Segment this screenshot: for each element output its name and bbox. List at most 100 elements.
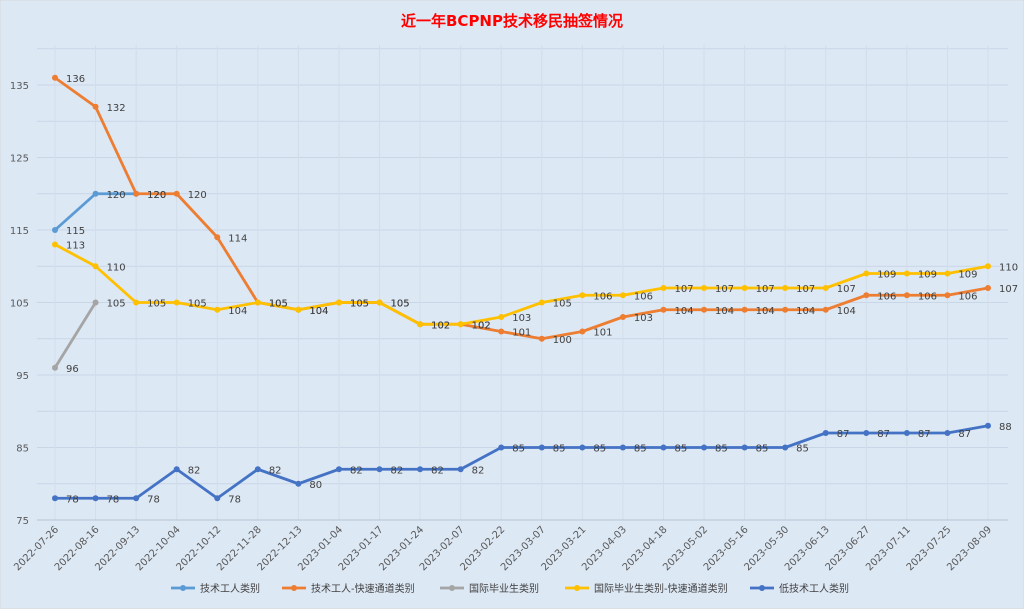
- data-point: [741, 306, 748, 313]
- data-label: 109: [958, 270, 977, 281]
- data-point: [863, 292, 870, 299]
- data-label: 120: [107, 190, 126, 201]
- data-label: 102: [472, 320, 491, 331]
- data-label: 107: [715, 284, 734, 295]
- data-label: 101: [512, 328, 531, 339]
- data-label: 85: [715, 444, 728, 455]
- data-label: 103: [512, 313, 531, 324]
- data-label: 105: [269, 299, 288, 310]
- data-label: 106: [958, 291, 977, 302]
- data-label: 87: [877, 429, 890, 440]
- data-label: 120: [147, 190, 166, 201]
- data-point: [92, 263, 99, 270]
- series-line: [53, 243, 990, 326]
- data-label: 102: [431, 320, 450, 331]
- data-point: [335, 299, 342, 306]
- series-line: [53, 301, 97, 370]
- data-point: [173, 466, 180, 473]
- data-label: 104: [309, 306, 328, 317]
- legend-marker: [759, 585, 765, 591]
- data-label: 110: [107, 262, 126, 273]
- data-label: 107: [756, 284, 775, 295]
- data-label: 107: [796, 284, 815, 295]
- data-point: [538, 335, 545, 342]
- data-label: 82: [431, 465, 444, 476]
- data-point: [944, 430, 951, 436]
- data-label: 101: [593, 328, 612, 339]
- data-point: [822, 306, 829, 313]
- data-label: 104: [756, 306, 775, 317]
- data-label: 113: [66, 241, 85, 252]
- data-point: [173, 299, 180, 306]
- data-point: [376, 466, 383, 473]
- data-point: [822, 430, 829, 436]
- data-label: 87: [958, 429, 971, 440]
- data-label: 110: [999, 262, 1018, 273]
- legend-label: 技术工人类别: [200, 582, 260, 595]
- data-point: [863, 270, 870, 277]
- data-point: [52, 227, 58, 233]
- data-label: 104: [715, 306, 734, 317]
- data-point: [92, 299, 99, 306]
- data-label: 105: [553, 299, 572, 310]
- y-tick-label: 85: [16, 444, 29, 455]
- data-label: 82: [188, 465, 201, 476]
- data-point: [701, 285, 708, 291]
- data-point: [498, 444, 505, 451]
- data-point: [579, 444, 586, 451]
- data-point: [133, 299, 140, 306]
- data-point: [417, 466, 424, 473]
- data-point: [985, 263, 991, 270]
- data-label: 82: [269, 465, 282, 476]
- data-point: [214, 495, 221, 502]
- data-point: [822, 285, 829, 291]
- data-label: 105: [107, 299, 126, 310]
- data-point: [92, 190, 99, 197]
- data-label: 109: [918, 270, 937, 281]
- y-tick-label: 105: [10, 299, 29, 310]
- y-tick-label: 95: [16, 371, 29, 382]
- data-point: [944, 292, 951, 299]
- data-point: [52, 241, 58, 248]
- data-label: 120: [188, 190, 207, 201]
- data-label: 100: [553, 335, 572, 346]
- data-point: [579, 328, 586, 335]
- data-label: 102: [431, 320, 450, 331]
- data-point: [782, 306, 789, 313]
- data-label: 120: [147, 190, 166, 201]
- data-point: [52, 364, 58, 371]
- data-point: [214, 234, 221, 241]
- data-point: [254, 466, 261, 473]
- data-point: [619, 314, 626, 320]
- data-label: 105: [391, 299, 410, 310]
- data-point: [457, 466, 464, 473]
- data-label: 106: [918, 291, 937, 302]
- data-label: 85: [512, 444, 525, 455]
- data-point: [92, 103, 99, 110]
- data-label: 105: [147, 299, 166, 310]
- data-label: 78: [66, 494, 79, 505]
- data-label: 107: [999, 284, 1018, 295]
- legend-label: 低技术工人类别: [779, 582, 849, 595]
- data-label: 87: [918, 429, 931, 440]
- legend-marker: [574, 585, 580, 591]
- data-point: [417, 321, 424, 328]
- data-label: 105: [350, 299, 369, 310]
- data-label: 78: [228, 494, 241, 505]
- data-label: 82: [472, 465, 485, 476]
- data-label: 87: [837, 429, 850, 440]
- data-label: 102: [472, 320, 491, 331]
- chart-title: 近一年BCPNP技术移民抽签情况: [401, 12, 623, 30]
- data-label: 96: [66, 364, 79, 375]
- data-point: [741, 444, 748, 451]
- data-label: 85: [796, 444, 809, 455]
- data-point: [173, 190, 180, 197]
- data-point: [701, 444, 708, 451]
- data-point: [985, 285, 991, 291]
- data-label: 104: [674, 306, 693, 317]
- data-label: 88: [999, 422, 1012, 433]
- data-label: 104: [837, 306, 856, 317]
- data-point: [254, 299, 261, 306]
- data-point: [133, 495, 140, 502]
- series-line: [53, 76, 990, 341]
